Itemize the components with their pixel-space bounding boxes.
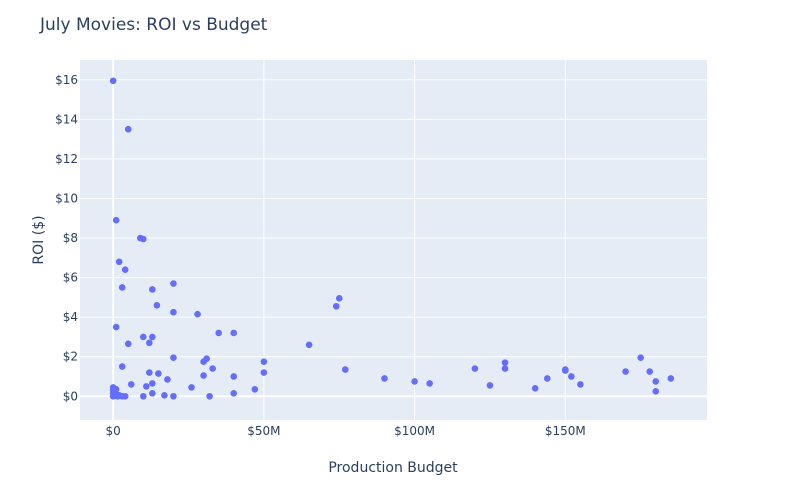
data-point[interactable] [471, 365, 479, 372]
data-point[interactable] [149, 286, 156, 293]
data-point[interactable] [646, 368, 654, 375]
data-point[interactable] [140, 235, 147, 243]
data-point[interactable] [426, 380, 433, 387]
data-point[interactable] [568, 373, 575, 380]
data-point[interactable] [140, 392, 147, 400]
x-tick-label: $150M [545, 424, 586, 438]
data-point[interactable] [215, 329, 222, 337]
data-point[interactable] [230, 329, 238, 337]
data-point[interactable] [335, 295, 343, 302]
data-point[interactable] [381, 375, 388, 382]
y-tick-label: $14 [55, 112, 78, 126]
gridlines [80, 60, 707, 420]
data-point[interactable] [121, 392, 129, 400]
data-point[interactable] [251, 386, 259, 393]
chart-title: July Movies: ROI vs Budget [39, 15, 268, 35]
data-point[interactable] [127, 381, 135, 388]
data-point[interactable] [230, 373, 238, 380]
data-point[interactable] [118, 284, 126, 291]
x-tick-label: $0 [106, 424, 121, 438]
data-point[interactable] [170, 392, 177, 400]
data-point[interactable] [140, 333, 147, 341]
x-tick-label: $100M [394, 424, 435, 438]
y-tick-label: $6 [63, 271, 78, 285]
data-point[interactable] [146, 339, 153, 347]
data-point[interactable] [622, 368, 629, 375]
data-point[interactable] [149, 389, 156, 397]
data-point[interactable] [112, 386, 120, 393]
data-point[interactable] [652, 378, 660, 385]
data-point[interactable] [341, 366, 349, 373]
data-point[interactable] [146, 369, 153, 376]
data-point[interactable] [194, 310, 201, 318]
data-point[interactable] [170, 354, 177, 361]
data-point[interactable] [112, 323, 120, 331]
data-point[interactable] [118, 363, 126, 370]
data-point[interactable] [188, 384, 195, 391]
data-point[interactable] [562, 367, 569, 374]
data-point[interactable] [230, 389, 238, 397]
data-point[interactable] [667, 375, 675, 382]
data-point[interactable] [203, 355, 210, 362]
plot-area [80, 60, 707, 420]
x-axis-title: Production Budget [328, 460, 458, 476]
y-tick-label: $12 [55, 152, 78, 166]
data-point[interactable] [153, 301, 161, 309]
data-point[interactable] [260, 369, 268, 376]
y-tick-label: $4 [63, 310, 78, 324]
y-tick-label: $2 [63, 350, 78, 364]
y-tick-label: $10 [55, 191, 78, 205]
x-tick-label: $50M [247, 424, 280, 438]
data-point[interactable] [209, 365, 216, 372]
data-point[interactable] [161, 391, 168, 399]
data-point[interactable] [637, 354, 644, 361]
y-axis-ticks: $0 $2 $4 $6 $8 $10 $12 $14 $16 [55, 73, 78, 403]
data-points [109, 77, 675, 400]
y-tick-label: $0 [63, 389, 78, 403]
data-point[interactable] [115, 258, 123, 266]
data-point[interactable] [124, 340, 132, 348]
data-point[interactable] [652, 388, 660, 395]
x-axis-ticks: $0 $50M $100M $150M [106, 424, 586, 438]
data-point[interactable] [143, 383, 150, 390]
data-point[interactable] [501, 359, 509, 366]
data-point[interactable] [411, 378, 418, 385]
data-point[interactable] [164, 376, 171, 383]
data-point[interactable] [501, 365, 509, 372]
data-point[interactable] [124, 125, 132, 133]
data-point[interactable] [170, 308, 177, 316]
data-point[interactable] [112, 216, 120, 224]
data-point[interactable] [149, 380, 156, 387]
data-point[interactable] [149, 333, 156, 341]
data-point[interactable] [155, 370, 162, 377]
data-point[interactable] [531, 385, 539, 392]
data-point[interactable] [543, 375, 551, 382]
data-point[interactable] [577, 381, 584, 388]
data-point[interactable] [170, 280, 177, 287]
data-point[interactable] [109, 77, 117, 85]
data-point[interactable] [200, 372, 207, 379]
data-point[interactable] [206, 392, 213, 400]
data-point[interactable] [332, 302, 340, 310]
y-axis-title: ROI ($) [31, 215, 47, 264]
y-tick-label: $8 [63, 231, 78, 245]
data-point[interactable] [305, 341, 313, 349]
data-point[interactable] [486, 382, 494, 389]
y-tick-label: $16 [55, 73, 78, 87]
data-point[interactable] [121, 266, 129, 273]
data-point[interactable] [260, 358, 268, 365]
